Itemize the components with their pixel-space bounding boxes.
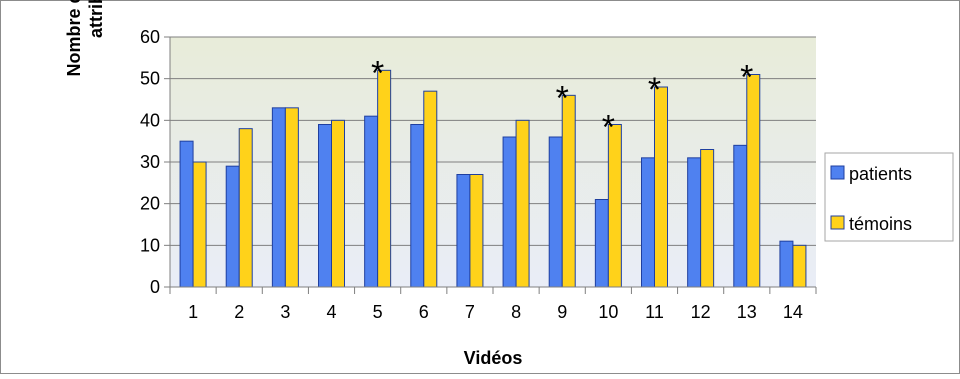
x-tick-label: 2 xyxy=(234,302,244,322)
y-tick-label: 60 xyxy=(140,27,160,47)
bar-temoins-8 xyxy=(515,119,530,288)
bar-patients-11 xyxy=(641,157,655,288)
bars xyxy=(179,69,807,288)
x-tick-label: 12 xyxy=(691,302,711,322)
bar-patients-9 xyxy=(548,136,563,288)
x-axis-label: Vidéos xyxy=(464,348,523,368)
bar-patients-7 xyxy=(456,174,471,288)
x-tick-label: 1 xyxy=(188,302,198,322)
legend-label-patients: patients xyxy=(849,164,912,184)
y-tick-label: 20 xyxy=(140,194,160,214)
x-tick-label: 5 xyxy=(373,302,383,322)
y-axis-label: Nombre de points attribués xyxy=(64,0,106,77)
bar-temoins-13 xyxy=(746,74,761,288)
significance-asterisk: * xyxy=(556,79,569,117)
legend-swatch-temoins xyxy=(830,215,845,230)
y-axis-label-line-1: Nombre de points xyxy=(64,0,84,77)
bar-patients-13 xyxy=(733,144,748,288)
bar-temoins-5 xyxy=(377,69,392,288)
bar-temoins-1 xyxy=(192,161,207,288)
bar-patients-10 xyxy=(594,199,609,288)
bar-temoins-12 xyxy=(700,149,715,288)
bar-patients-6 xyxy=(410,124,425,288)
bar-temoins-7 xyxy=(469,174,484,288)
significance-asterisk: * xyxy=(602,109,615,147)
x-tick-label: 8 xyxy=(511,302,521,322)
bar-patients-14 xyxy=(779,240,794,288)
bar-patients-1 xyxy=(179,140,194,288)
x-tick-label: 14 xyxy=(783,302,803,322)
y-tick-label: 30 xyxy=(140,152,160,172)
y-tick-label: 50 xyxy=(140,69,160,89)
x-tick-label: 4 xyxy=(326,302,336,322)
x-tick-label: 3 xyxy=(280,302,290,322)
bar-temoins-11 xyxy=(654,86,668,288)
x-tick-label: 7 xyxy=(465,302,475,322)
x-tick-label: 11 xyxy=(645,302,664,322)
x-tick-label: 13 xyxy=(737,302,757,322)
significance-asterisk: * xyxy=(371,54,384,92)
significance-asterisk: * xyxy=(740,59,753,97)
bar-temoins-2 xyxy=(238,128,253,288)
x-tick-label: 9 xyxy=(557,302,567,322)
bar-patients-5 xyxy=(364,115,379,288)
bar-patients-8 xyxy=(502,136,517,288)
legend-swatch-patients xyxy=(830,165,845,180)
bar-patients-4 xyxy=(318,124,332,288)
x-tick-label: 10 xyxy=(598,302,618,322)
bar-patients-3 xyxy=(271,107,286,288)
y-axis-label-line-2: attribués xyxy=(86,0,106,38)
bar-temoins-10 xyxy=(607,124,622,288)
significance-asterisk: * xyxy=(648,71,661,109)
legend: patients témoins xyxy=(824,152,954,242)
legend-label-temoins: témoins xyxy=(849,214,912,234)
legend-box xyxy=(824,152,954,242)
bar-temoins-14 xyxy=(792,244,807,288)
x-tick-label: 6 xyxy=(419,302,429,322)
bar-patients-12 xyxy=(687,157,702,288)
y-tick-label: 0 xyxy=(150,277,160,297)
y-tick-label: 10 xyxy=(140,235,160,255)
bar-temoins-6 xyxy=(423,90,438,288)
bar-patients-2 xyxy=(225,165,240,288)
bar-temoins-3 xyxy=(284,107,299,288)
bar-temoins-4 xyxy=(331,119,345,288)
annotations: * * * * * xyxy=(371,54,753,146)
bar-temoins-9 xyxy=(561,94,576,288)
y-tick-label: 40 xyxy=(140,110,160,130)
